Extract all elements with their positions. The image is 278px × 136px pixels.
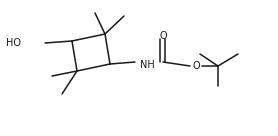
Text: O: O: [159, 31, 167, 41]
Text: O: O: [192, 61, 200, 71]
Text: HO: HO: [6, 38, 21, 48]
Text: NH: NH: [140, 60, 155, 70]
